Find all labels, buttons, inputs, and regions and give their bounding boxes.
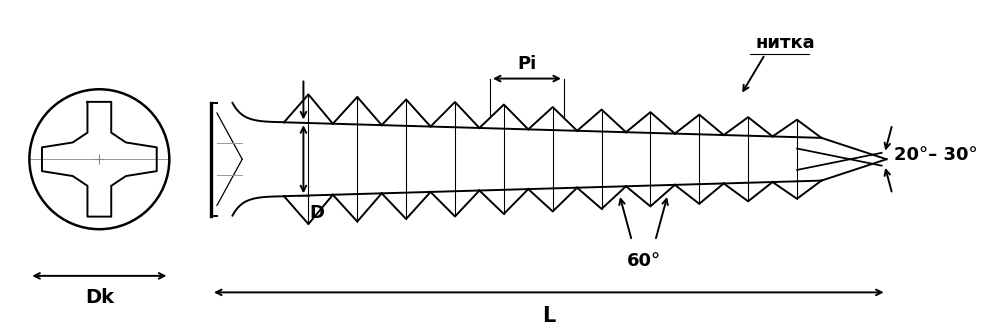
Text: Dk: Dk — [85, 287, 114, 306]
Text: L: L — [542, 306, 555, 326]
Text: нитка: нитка — [755, 34, 815, 52]
Text: 60°: 60° — [627, 251, 661, 269]
Text: Pi: Pi — [517, 55, 537, 73]
Text: D: D — [309, 204, 324, 222]
Text: 20°– 30°: 20°– 30° — [894, 146, 978, 165]
